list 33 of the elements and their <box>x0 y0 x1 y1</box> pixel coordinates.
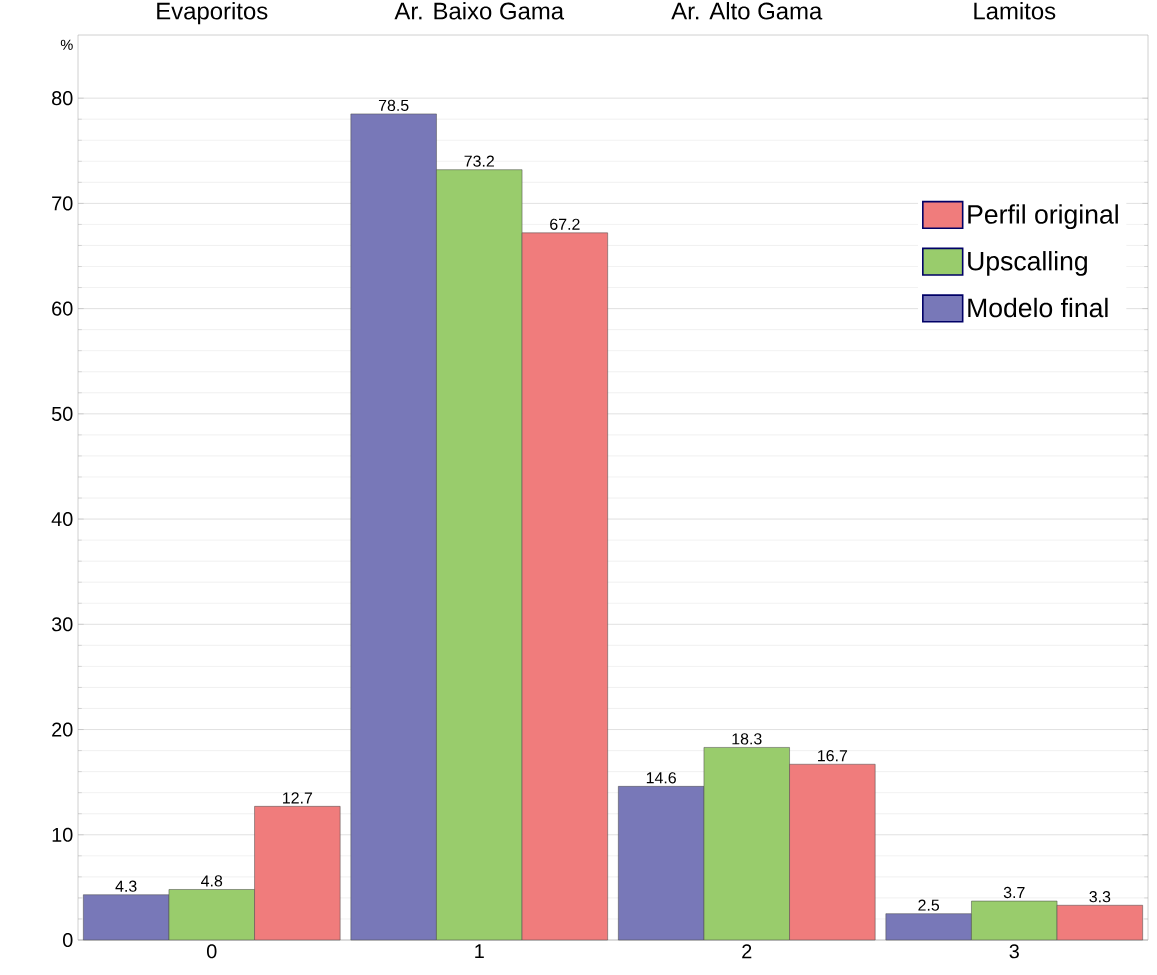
data-label: 4.8 <box>201 875 223 887</box>
y-tick-label: 60 <box>52 301 73 316</box>
x-tick-label: Lamitos <box>974 1 1056 20</box>
x-tick-label: Evaporitos <box>157 1 268 25</box>
text: 2 <box>742 944 752 959</box>
legend-label: Upscalling <box>968 251 1087 276</box>
y-tick-label: 50 <box>51 406 73 421</box>
text: 1 <box>475 944 484 958</box>
legend-label: Perfil original <box>968 204 1118 230</box>
y-tick-label: 0 <box>63 932 73 948</box>
y-tick-label: 20 <box>52 722 73 737</box>
data-label: 3.7 <box>1003 886 1025 899</box>
y-tick-label: 80 <box>52 91 73 106</box>
data-label: 4.3 <box>115 880 137 892</box>
data-label: 18.3 <box>732 733 762 745</box>
data-label: 67.2 <box>550 218 580 230</box>
y-tick-label: 40 <box>51 512 73 527</box>
legend-label: Modelo final <box>968 297 1108 318</box>
x-tick-label: Ar. Alto Gama <box>671 1 823 20</box>
data-label: 14.6 <box>646 772 676 784</box>
data-label: 73.2 <box>464 155 494 167</box>
text: 3 <box>1009 944 1019 959</box>
data-label: 16.7 <box>818 750 848 762</box>
y-tick-label: 10 <box>52 827 73 842</box>
x-tick-label: Ar. Baixo Gama <box>394 1 565 20</box>
y-tick-label: 30 <box>51 617 73 632</box>
y-axis-title: % <box>60 39 73 50</box>
text: 0 <box>206 944 217 959</box>
y-tick-label: 70 <box>52 196 73 211</box>
data-label: 2.5 <box>918 899 940 911</box>
data-label: 78.5 <box>378 99 409 111</box>
data-label: 12.7 <box>283 792 313 804</box>
data-label: 3.3 <box>1089 891 1111 903</box>
